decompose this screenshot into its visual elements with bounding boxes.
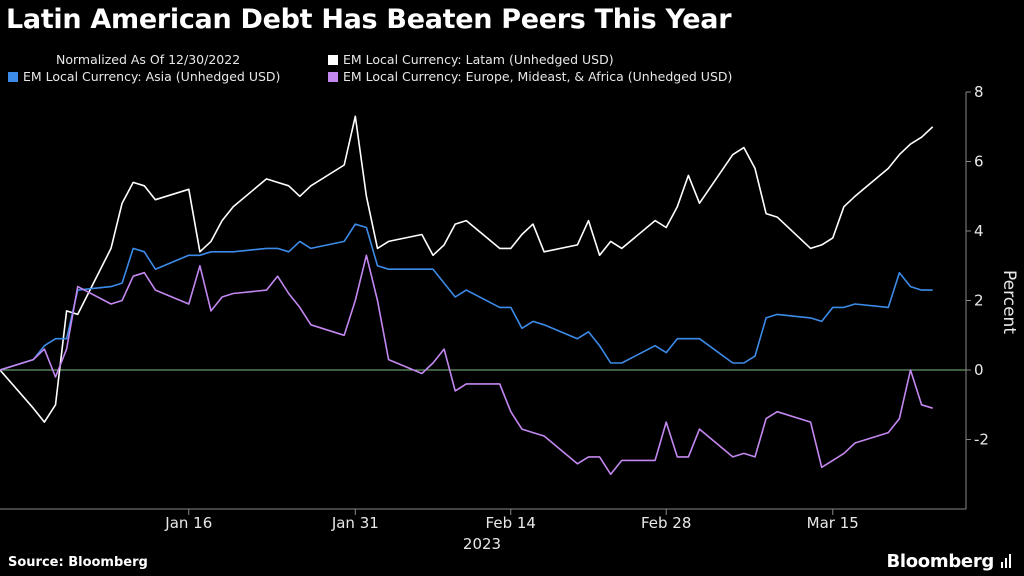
source-note: Source: Bloomberg bbox=[8, 555, 148, 570]
series-line-emea bbox=[0, 254, 933, 476]
legend-swatch-emea bbox=[328, 72, 338, 82]
legend-label-emea: EM Local Currency: Europe, Mideast, & Af… bbox=[343, 69, 733, 84]
y-tick-label: 4 bbox=[974, 222, 984, 240]
x-tick-label: Mar 15 bbox=[807, 514, 859, 532]
legend-item-emea: EM Local Currency: Europe, Mideast, & Af… bbox=[328, 69, 732, 84]
legend-swatch-asia bbox=[8, 72, 18, 82]
y-tick-label: 6 bbox=[974, 153, 984, 171]
x-tick-label: Feb 14 bbox=[486, 514, 536, 532]
brand-logo-text: Bloomberg bbox=[886, 551, 994, 572]
x-tick-label: Jan 16 bbox=[164, 514, 212, 532]
legend-item-asia: EM Local Currency: Asia (Unhedged USD) bbox=[8, 69, 280, 84]
y-tick-label: -2 bbox=[974, 431, 989, 449]
y-tick-label: 2 bbox=[974, 292, 984, 310]
legend-swatch-latam bbox=[328, 55, 338, 65]
y-axis-label: Percent bbox=[999, 270, 1019, 334]
legend-item-latam: EM Local Currency: Latam (Unhedged USD) bbox=[328, 52, 614, 67]
x-year-label: 2023 bbox=[463, 535, 501, 553]
y-tick-label: 0 bbox=[974, 361, 984, 379]
x-tick-label: Feb 28 bbox=[641, 514, 691, 532]
x-tick-label: Jan 31 bbox=[331, 514, 379, 532]
series-line-asia bbox=[0, 223, 933, 371]
legend-label-latam: EM Local Currency: Latam (Unhedged USD) bbox=[343, 52, 614, 67]
normalization-note: Normalized As Of 12/30/2022 bbox=[56, 52, 241, 67]
chart-title: Latin American Debt Has Beaten Peers Thi… bbox=[6, 4, 732, 35]
bloomberg-mark-icon bbox=[1001, 554, 1011, 568]
legend-label-asia: EM Local Currency: Asia (Unhedged USD) bbox=[23, 69, 281, 84]
series-line-latam bbox=[0, 115, 934, 423]
y-tick-label: 8 bbox=[974, 83, 984, 101]
